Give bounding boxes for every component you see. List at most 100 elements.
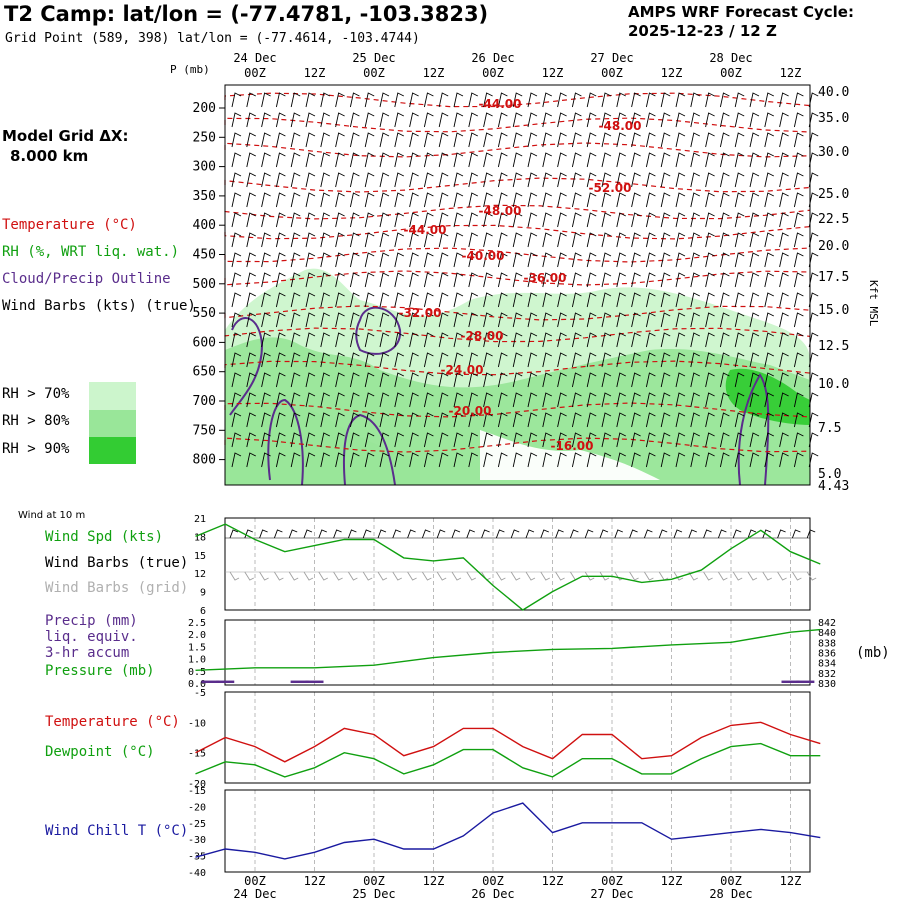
surface-wind-barb-true [436, 529, 446, 539]
wind-barb [335, 212, 345, 228]
wind-barb [364, 292, 375, 308]
wind-barb [779, 92, 789, 108]
wind-barb [453, 452, 464, 468]
wind-barb [468, 132, 479, 148]
wind-barb [512, 292, 523, 308]
bottom-time-tick: 00Z [244, 874, 266, 888]
wind-barb [364, 352, 375, 368]
wind-barb [557, 252, 567, 268]
temperature-contour-2 [224, 142, 811, 158]
wind-barb [793, 272, 804, 288]
bottom-date-label: 24 Dec [233, 887, 276, 900]
bottom-time-tick: 12Z [304, 874, 326, 888]
wind-barb [645, 112, 656, 128]
wind-barb [320, 192, 331, 208]
pressure-line [195, 628, 821, 671]
wind-barb [719, 372, 730, 388]
wind-barb [497, 132, 508, 148]
wind-barb [438, 232, 449, 248]
wind-barbs-grid-legend: Wind Barbs (grid) [45, 580, 189, 596]
wind-barb [290, 432, 301, 448]
wind-barb [394, 312, 405, 328]
wind-barb [394, 392, 405, 408]
wind-barb [290, 192, 301, 208]
wind-barb [586, 192, 597, 208]
wind-barb [675, 132, 686, 148]
wind-barb [808, 152, 819, 168]
surface-wind-barb-grid [496, 571, 506, 581]
cross-section-frame [224, 84, 811, 486]
wind-barb [438, 432, 449, 448]
wind-barb [246, 432, 257, 448]
wind-chill-ytick: -20 [188, 802, 206, 813]
wind-barb [261, 292, 271, 308]
wind-barb [305, 452, 316, 468]
surface-wind-barb-true [229, 529, 239, 539]
wind-barb [364, 92, 375, 108]
rh80-swatch [89, 410, 136, 437]
wind-barb [601, 432, 612, 448]
surface-wind-barb-true [273, 529, 283, 539]
wind-chill-ytick: -15 [188, 786, 206, 797]
wind-barb [290, 252, 301, 268]
wind-barb [483, 212, 493, 228]
wind-barb [231, 172, 242, 188]
wind-barb [335, 92, 345, 108]
wind-barb [261, 332, 271, 348]
grid-point-subtitle: Grid Point (589, 398) lat/lon = (-77.461… [5, 31, 420, 46]
wind-barb [749, 212, 760, 228]
surface-wind-barb-grid [288, 571, 299, 581]
wind-barb [719, 212, 730, 228]
temperature-contour-label: -40.00 [462, 249, 505, 263]
precip-legend-2: liq. equiv. [45, 629, 138, 645]
wind-barb [734, 172, 745, 188]
wind-barb [749, 92, 760, 108]
surface-wind-barb-grid [555, 571, 565, 581]
wind-barb [764, 192, 775, 208]
temperature-contour-label: -44.00 [479, 97, 522, 111]
wind-barb [734, 132, 745, 148]
wind-barb [512, 232, 523, 248]
wind-barb [764, 92, 775, 108]
wind-barb [601, 312, 612, 328]
wind-barb [690, 292, 701, 308]
wind-barb [453, 172, 464, 188]
wind-barb [275, 392, 286, 408]
wind-barb [423, 172, 434, 188]
wind-barb [290, 92, 301, 108]
wind-barb [290, 332, 301, 348]
wind-barb [423, 332, 434, 348]
wind-barb [616, 212, 627, 228]
wind-speed-legend: Wind Spd (kts) [45, 529, 164, 545]
wind-barb [261, 132, 271, 148]
wind-barb [645, 132, 656, 148]
wind-barb [320, 312, 331, 328]
wind-barb [512, 192, 523, 208]
wind-barb [749, 132, 760, 148]
wind-barb [231, 152, 242, 168]
wind-barb [675, 252, 686, 268]
temperature-legend: Temperature (°C) [2, 217, 137, 233]
top-time-tick: 00Z [482, 66, 504, 80]
wind-10m-title: Wind at 10 m [18, 510, 86, 521]
wind-barb [586, 232, 597, 248]
wind-barb [557, 232, 567, 248]
wind-barb [586, 92, 597, 108]
wind-barb [438, 272, 449, 288]
wind-barb [275, 132, 286, 148]
wind-barb [527, 192, 538, 208]
surface-wind-barb-grid [732, 571, 743, 581]
wind-barb [453, 372, 464, 388]
wind-barb [290, 272, 301, 288]
wind-barb [601, 412, 612, 428]
wind-barb [808, 172, 819, 188]
surface-wind-barb-true [362, 529, 372, 539]
wind-barb [275, 92, 286, 108]
pressure-tick-label: 700 [193, 394, 216, 409]
wind-barb [719, 432, 730, 448]
wind-barb [320, 212, 331, 228]
temp-panel-frame [224, 691, 811, 784]
height-tick-label: 12.5 [818, 339, 849, 354]
wind-barb [808, 132, 819, 148]
wind-barb [349, 272, 360, 288]
